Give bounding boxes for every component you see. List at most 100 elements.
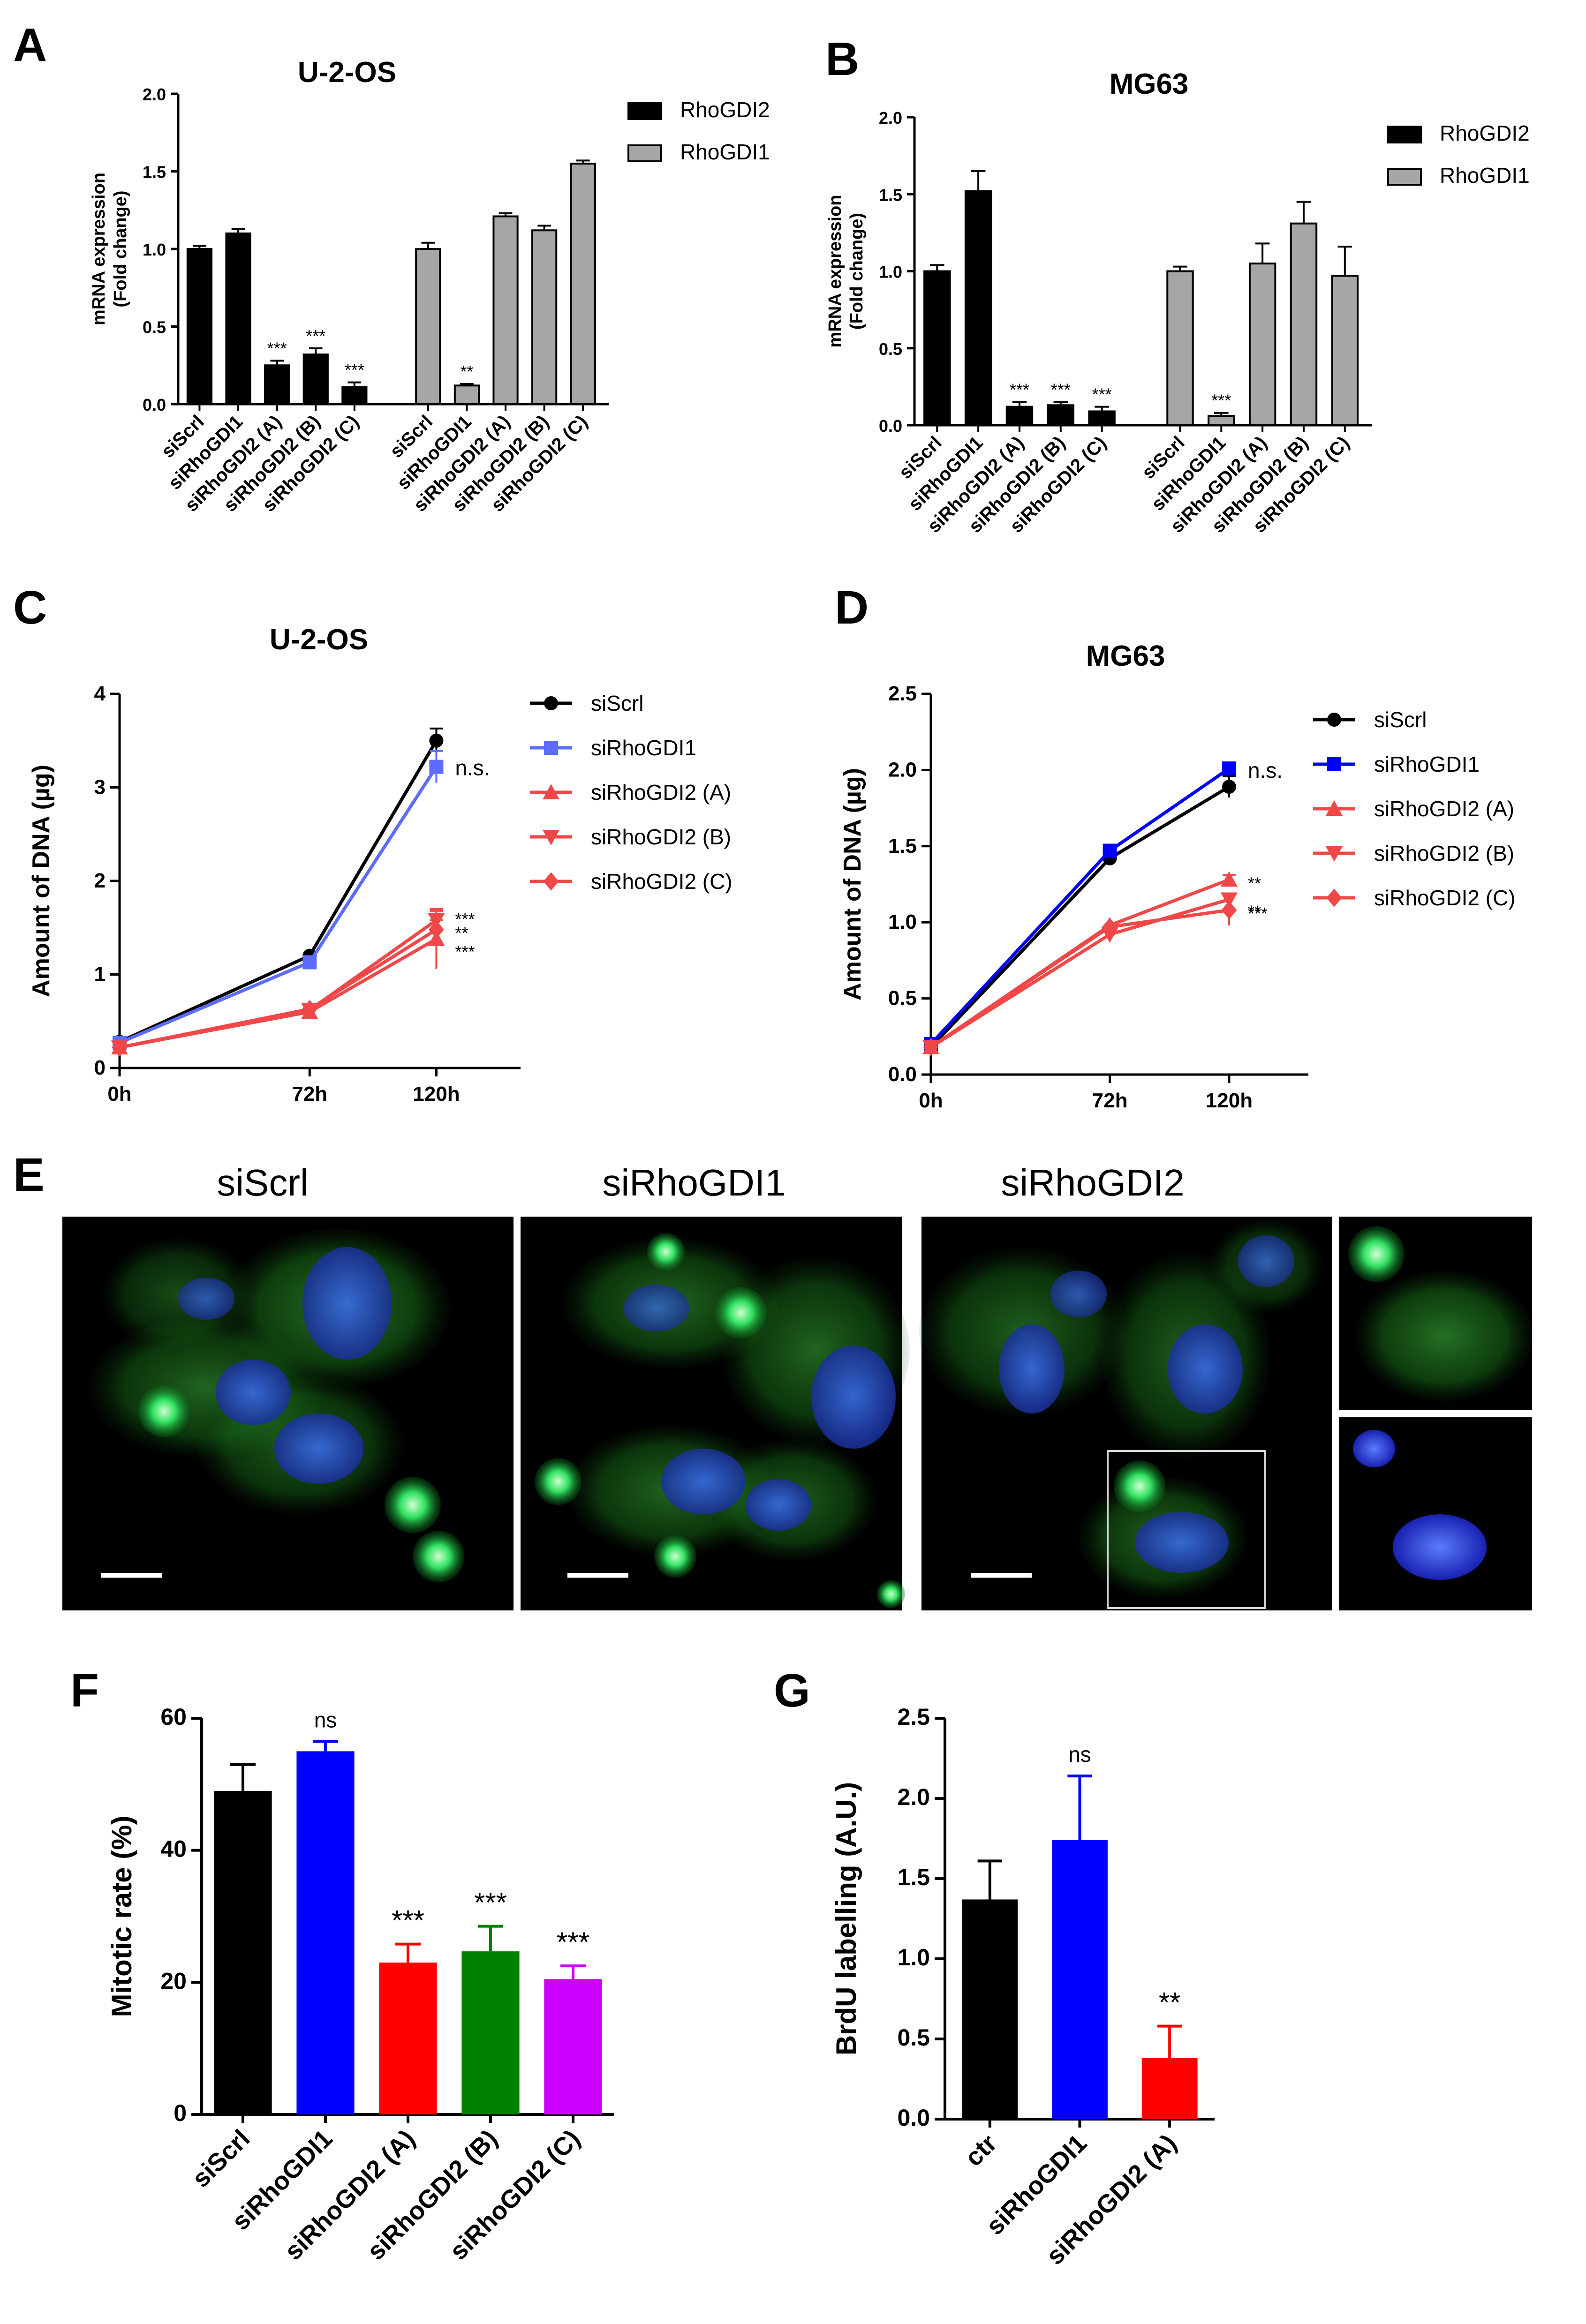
panel-letter-b: B [825, 33, 859, 85]
y-tick-label: 3 [94, 776, 106, 799]
bar-rhogdi1-sirhogdi2-c [1331, 275, 1359, 426]
legend-label-siscrl: siScrl [1374, 707, 1427, 732]
micrograph-title-sirhogdi1: siRhoGDI1 [602, 1162, 785, 1203]
y-tick-label: 0 [94, 1056, 106, 1079]
chart-g-brdu-labelling: 0.0 0.5 1.0 1.5 2.0 2.5 BrdU labelling (A.U.) c… [831, 1704, 1215, 2270]
bar-rhogdi2-sirhogdi2-c [341, 386, 368, 406]
bar-rhogdi1-sirhogdi2-a [492, 215, 519, 405]
series-line-sirhogdi2-a [930, 878, 1230, 1049]
y-tick-label: 0.5 [143, 318, 166, 337]
panel-letter-d: D [835, 581, 869, 634]
legend-label-sirhogdi2-c: siRhoGDI2 (C) [1374, 886, 1516, 910]
data-point-siscrl [429, 733, 444, 748]
data-point-sirhogdi2-a [1220, 871, 1238, 887]
bar-rhogdi2-siscrl [923, 270, 951, 426]
legend-label-siscrl: siScrl [591, 691, 643, 715]
significance-label: ** [460, 362, 473, 381]
data-point-sirhogdi1 [302, 955, 317, 970]
x-tick-label: ctr [959, 2129, 1002, 2172]
bar-rhogdi1-sirhogdi1 [453, 384, 480, 406]
y-tick-label: 20 [160, 1968, 187, 1994]
bar-siscrl [214, 1790, 272, 2114]
y-tick-label: 0.0 [897, 2105, 930, 2131]
chart-title: U-2-OS [298, 56, 396, 89]
legend-marker-sirhogdi2-c [543, 872, 559, 891]
y-tick-label: 1.0 [143, 240, 166, 259]
y-axis-label-line: (Fold change) [847, 213, 867, 330]
y-axis-label-line: BrdU labelling (A.U.) [831, 1782, 862, 2055]
panel-letter-a: A [13, 19, 47, 71]
y-tick-label: 1 [94, 963, 106, 986]
bar-rhogdi2-sirhogdi1 [964, 190, 992, 426]
significance-label: ns [1068, 1742, 1091, 1767]
y-axis-label-line: mRNA expression [825, 195, 845, 348]
y-axis-label-line: Mitotic rate (%) [106, 1815, 137, 2017]
series-line-sirhogdi1 [929, 767, 1230, 1045]
panel-letter-e: E [13, 1149, 45, 1201]
y-tick-label: 0.0 [888, 1063, 917, 1086]
y-axis-label: Mitotic rate (%) [106, 1815, 137, 2017]
series-line-siscrl [119, 739, 438, 1044]
chart-b-mg63-mrna: MG63 0.0 0.5 1.0 1.5 2.0 mRNA expression (Fold … [825, 68, 1530, 537]
series-line-sirhogdi2-b [119, 918, 438, 1049]
significance-label: ** [1248, 873, 1261, 893]
legend-label-sirhogdi2-b: siRhoGDI2 (B) [591, 825, 731, 849]
bar-rhogdi2-sirhogdi1 [225, 232, 251, 405]
significance-label: *** [1211, 391, 1231, 410]
bar-rhogdi2-sirhogdi2-b [302, 353, 329, 406]
data-point-sirhogdi2-c [1102, 918, 1118, 936]
bar-rhogdi2-siscrl [186, 248, 213, 405]
bar-rhogdi1-sirhogdi2-b [1290, 222, 1318, 426]
bar-rhogdi1-sirhogdi2-a [1248, 263, 1276, 426]
chart-title: U-2-OS [270, 624, 368, 656]
legend-label-rhogdi1: RhoGDI1 [680, 140, 770, 164]
y-tick-label: 2.0 [143, 85, 166, 104]
data-point-sirhogdi1 [1103, 843, 1117, 858]
x-tick-label: 120h [1206, 1089, 1253, 1112]
y-tick-label: 0.0 [143, 395, 166, 414]
bar-rhogdi2-sirhogdi2-a [264, 364, 290, 405]
y-tick-label: 1.5 [879, 185, 902, 204]
x-tick-label: 120h [413, 1083, 460, 1106]
significance-label: *** [306, 326, 325, 346]
series-line-sirhogdi1 [119, 766, 438, 1045]
y-tick-label: 0.5 [897, 2024, 930, 2051]
data-point-sirhogdi2-c [428, 920, 444, 939]
y-tick-label: 0.0 [879, 416, 902, 436]
y-tick-label: 0.5 [879, 339, 902, 359]
bar-rhogdi1-siscrl [1166, 270, 1194, 426]
panel-letter-c: C [13, 581, 47, 634]
significance-label: *** [557, 1926, 589, 1958]
bar-sirhogdi2-a [379, 1963, 437, 2114]
x-tick-label: 0h [107, 1083, 131, 1106]
significance-label: ** [1248, 902, 1261, 921]
x-tick-label: siScrl [187, 2124, 255, 2193]
data-point-sirhogdi1 [1222, 761, 1236, 776]
legend-marker-sirhogdi2-a [1326, 800, 1343, 816]
significance-label: ** [1159, 1987, 1181, 2018]
bar-ctr [962, 1899, 1018, 2119]
y-tick-label: 1.0 [897, 1944, 930, 1971]
series-line-sirhogdi2-b [930, 898, 1230, 1049]
y-axis-label-line: Amount of DNA (µg) [839, 768, 866, 1000]
x-tick-label: 0h [919, 1089, 943, 1112]
y-tick-label: 1.5 [888, 835, 917, 857]
chart-c-u2os-dna: U-2-OS 0 1 2 3 4 Amount of DNA (µg) 0h 72h 120h si… [28, 624, 733, 1106]
data-point-siscrl [1222, 780, 1236, 794]
legend-label-sirhogdi2-b: siRhoGDI2 (B) [1374, 841, 1514, 865]
y-tick-label: 1.0 [879, 263, 902, 282]
significance-label: *** [474, 1887, 507, 1918]
y-tick-label: 1.0 [888, 910, 917, 933]
panel-letter-f: F [70, 1664, 99, 1717]
chart-title: MG63 [1110, 68, 1189, 100]
significance-label: *** [345, 361, 364, 380]
legend-marker-sirhogdi1 [1327, 757, 1341, 771]
bar-rhogdi2-sirhogdi2-c [1088, 410, 1116, 426]
y-tick-label: 0.5 [888, 987, 917, 1010]
chart-title: MG63 [1086, 640, 1165, 672]
significance-label: ** [455, 924, 468, 943]
legend-marker-sirhogdi2-a [543, 784, 559, 799]
significance-label: *** [267, 338, 287, 358]
micrograph-sirhogdi2 [919, 1217, 1332, 1610]
